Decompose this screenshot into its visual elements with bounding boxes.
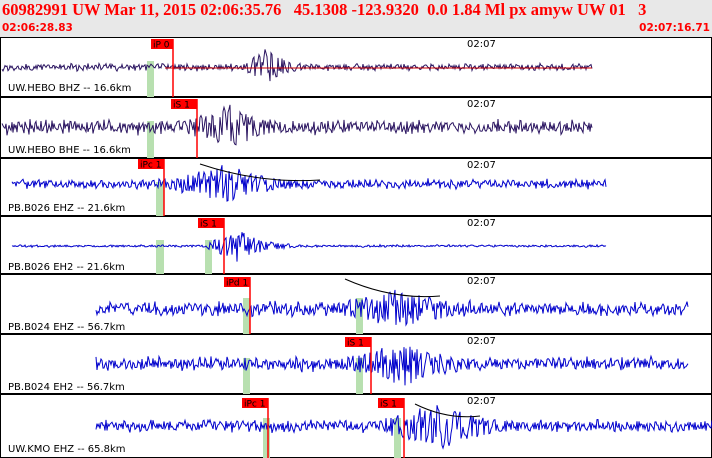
pick-window	[243, 358, 250, 394]
pick-window	[394, 418, 401, 458]
waveform-trace	[95, 289, 689, 327]
pick-label: iS 1	[380, 400, 397, 410]
pick-window	[147, 61, 154, 97]
pick-window	[263, 418, 270, 458]
pick-window	[356, 298, 363, 334]
pick-flag-box	[198, 218, 224, 228]
waveform-trace	[1, 104, 593, 146]
trace-panel[interactable]: iPd 1 02:07 PB.B024 EHZ -- 56.7km	[0, 274, 712, 334]
pick-label: iS 1	[200, 220, 217, 230]
station-label: UW.HEBO BHE -- 16.6km	[8, 145, 131, 156]
pick-flag-box	[378, 398, 404, 408]
trace-canvas: iS 1	[0, 334, 712, 394]
time-tick-label: 02:07	[467, 39, 496, 50]
coda-curve	[414, 403, 481, 418]
pick-flag: iPc 1	[138, 159, 165, 216]
waveform-trace	[11, 165, 607, 202]
waveform-trace	[1, 49, 593, 82]
pick-flag: iP 0	[151, 39, 174, 97]
time-tick-label: 02:07	[467, 276, 496, 287]
pick-label: iPd 1	[226, 279, 248, 289]
coda-curve	[344, 278, 441, 298]
pick-flag-box	[138, 159, 164, 169]
waveform-trace	[95, 346, 689, 386]
pick-window	[205, 240, 212, 274]
station-label: UW.HEBO BHZ -- 16.6km	[8, 83, 132, 94]
coda-curve	[199, 163, 321, 182]
end-time: 02:07:16.71	[639, 22, 710, 34]
pick-flag: iPc 1	[242, 398, 269, 458]
trace-panel[interactable]: iS 1 02:07 PB.B026 EH2 -- 21.6km	[0, 216, 712, 274]
seismogram-panels: iP 0 02:07 UW.HEBO BHZ -- 16.6km iS 1 02:07 U…	[0, 37, 712, 458]
pick-window	[147, 121, 154, 158]
station-label: PB.B026 EHZ -- 21.6km	[8, 203, 126, 214]
pick-flag-box	[345, 337, 371, 347]
trace-canvas: iP 0	[0, 37, 712, 97]
pick-label: iPc 1	[244, 400, 265, 410]
time-tick-label: 02:07	[467, 218, 496, 229]
pick-flag-box	[242, 398, 268, 408]
waveform-trace	[11, 232, 607, 262]
pick-flag: iS 1	[198, 218, 225, 274]
station-label: PB.B024 EHZ -- 56.7km	[8, 322, 126, 333]
pick-label: iP 0	[153, 41, 170, 51]
trace-panel[interactable]: iS 1 02:07 PB.B024 EH2 -- 56.7km	[0, 334, 712, 394]
trace-panel[interactable]: iS 1 02:07 UW.HEBO BHE -- 16.6km	[0, 97, 712, 158]
trace-panel[interactable]: iP 0 02:07 UW.HEBO BHZ -- 16.6km	[0, 37, 712, 97]
pick-label: iPc 1	[140, 161, 161, 171]
trace-panel[interactable]: iPc 1 02:07 PB.B026 EHZ -- 21.6km	[0, 158, 712, 216]
pick-window	[156, 240, 164, 274]
pick-flag: iS 1	[171, 99, 198, 158]
pick-flag: iS 1	[345, 337, 372, 394]
pick-flag-box	[171, 99, 197, 109]
time-tick-label: 02:07	[467, 396, 496, 407]
station-label: PB.B026 EH2 -- 21.6km	[8, 262, 125, 273]
pick-flag: iS 1	[378, 398, 405, 458]
pick-flag: iPd 1	[224, 277, 251, 334]
station-label: UW.KMO EHZ -- 65.8km	[8, 444, 126, 455]
pick-label: iS 1	[347, 339, 364, 349]
pick-window	[156, 182, 164, 216]
time-tick-label: 02:07	[467, 336, 496, 347]
time-tick-label: 02:07	[467, 99, 496, 110]
trace-panel[interactable]: iPc 1 iS 1 02:07 UW.KMO EHZ -- 65.8km	[0, 394, 712, 458]
pick-flag-box	[224, 277, 250, 287]
pick-flag-box	[151, 39, 173, 49]
pick-window	[243, 298, 250, 334]
time-tick-label: 02:07	[467, 160, 496, 171]
start-time: 02:06:28.83	[2, 22, 73, 34]
pick-window	[356, 358, 363, 394]
pick-label: iS 1	[173, 101, 190, 111]
header-bar: 60982991 UW Mar 11, 2015 02:06:35.76 45.…	[0, 0, 712, 37]
event-title: 60982991 UW Mar 11, 2015 02:06:35.76 45.…	[2, 0, 647, 19]
station-label: PB.B024 EH2 -- 56.7km	[8, 382, 125, 393]
